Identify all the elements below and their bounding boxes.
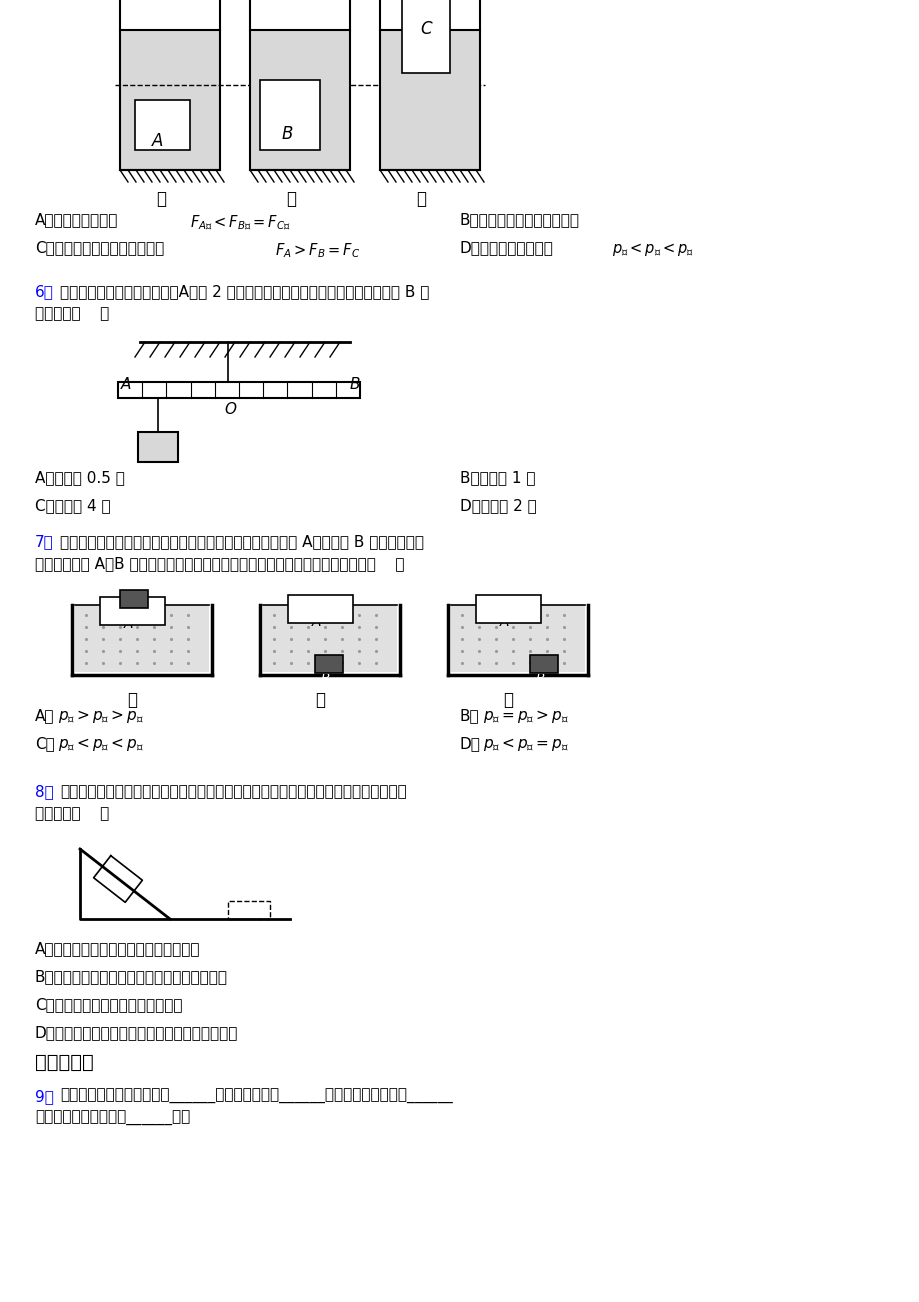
Text: A: A (312, 615, 321, 629)
Text: 如图所示为等刻度轻质杠杆，A处挂 2 牛的物体，若使杠杆在水平位置平衡，则在 B 处: 如图所示为等刻度轻质杠杆，A处挂 2 牛的物体，若使杠杆在水平位置平衡，则在 B… (60, 284, 429, 299)
Text: $p_{甲}<p_{乙}<p_{丙}$: $p_{甲}<p_{乙}<p_{丙}$ (58, 736, 143, 753)
Text: 甲: 甲 (156, 190, 165, 208)
Bar (314, 655, 343, 673)
Text: 如图所示，此仪器的名称是______，它是用来测量______的仪器，它的量程为______: 如图所示，此仪器的名称是______，它是用来测量______的仪器，它的量程为… (60, 1088, 452, 1104)
Text: 乙: 乙 (286, 190, 296, 208)
Text: C．一定为 4 牛: C．一定为 4 牛 (35, 497, 110, 513)
Bar (450, 605, 584, 672)
Text: B: B (322, 668, 330, 681)
Bar (118, 381, 359, 398)
Text: B: B (127, 603, 135, 616)
Text: A: A (121, 378, 131, 392)
Text: 如图所示，在三个相同的容器中装有质量相同的水，将木块 A、金属块 B 按不同的方式: 如图所示，在三个相同的容器中装有质量相同的水，将木块 A、金属块 B 按不同的方… (60, 534, 424, 549)
Text: 如图，木块从斜面上匀速滑下，最后停止在由相同材料制成的水平桌面上。下列说法中: 如图，木块从斜面上匀速滑下，最后停止在由相同材料制成的水平桌面上。下列说法中 (60, 784, 406, 799)
Text: B．丙烧杯中液体的密度最大: B．丙烧杯中液体的密度最大 (460, 212, 579, 227)
Text: $p_{甲}<p_{乙}=p_{丙}$: $p_{甲}<p_{乙}=p_{丙}$ (482, 736, 568, 753)
Text: 二、填空题: 二、填空题 (35, 1053, 94, 1072)
Text: A．物体受到的浮力: A．物体受到的浮力 (35, 212, 119, 227)
Text: 7．: 7． (35, 534, 53, 549)
Text: D．木块在整个运动过程中受到的摩擦力大小相等: D．木块在整个运动过程中受到的摩擦力大小相等 (35, 1025, 238, 1040)
Text: B: B (349, 378, 360, 392)
Text: B．一定为 1 牛: B．一定为 1 牛 (460, 470, 535, 486)
Text: C: C (420, 20, 431, 38)
Text: $F_{A浮}$$<$$F_{B浮}$$=$$F_{C浮}$: $F_{A浮}$$<$$F_{B浮}$$=$$F_{C浮}$ (190, 214, 290, 232)
Text: 9．: 9． (35, 1088, 54, 1104)
Text: 乙: 乙 (314, 691, 324, 710)
Text: 丙: 丙 (415, 190, 425, 208)
Bar (402, 0, 449, 73)
Text: C．木块匀速下滑时受到的是平衡力: C．木块匀速下滑时受到的是平衡力 (35, 997, 182, 1012)
Text: C．: C． (35, 736, 55, 751)
Text: 甲: 甲 (127, 691, 137, 710)
Bar (380, 30, 480, 171)
Text: B．木块能够沿斜面下滑是因为受到惯性的作用: B．木块能够沿斜面下滑是因为受到惯性的作用 (35, 969, 228, 984)
Text: A: A (124, 617, 133, 631)
Text: D．: D． (460, 736, 481, 751)
Text: B: B (537, 668, 545, 681)
Bar (100, 598, 165, 625)
Bar (529, 655, 558, 673)
Bar (260, 79, 320, 150)
Text: A: A (499, 615, 509, 629)
Text: B．: B． (460, 708, 479, 723)
Text: C．物体下表面受到液体的压力: C．物体下表面受到液体的压力 (35, 240, 165, 255)
Text: 8．: 8． (35, 784, 53, 799)
Bar (263, 605, 397, 672)
Text: $p_{甲}>p_{乙}>p_{丙}$: $p_{甲}>p_{乙}>p_{丙}$ (58, 708, 143, 725)
Text: 丙: 丙 (503, 691, 513, 710)
Text: B: B (282, 125, 293, 143)
Text: A．可能为 0.5 牛: A．可能为 0.5 牛 (35, 470, 125, 486)
Text: 6．: 6． (35, 284, 54, 299)
Text: $p_{甲}=p_{乙}>p_{丙}$: $p_{甲}=p_{乙}>p_{丙}$ (482, 708, 568, 725)
Bar (475, 595, 540, 622)
Bar (228, 901, 269, 919)
Text: D．烧杯对桌面的压强: D．烧杯对桌面的压强 (460, 240, 553, 255)
Text: A．木块匀速下滑时重力势能转化为动能: A．木块匀速下滑时重力势能转化为动能 (35, 941, 200, 956)
Text: $p_{甲}$$<$$p_{乙}$$<$$p_{丙}$: $p_{甲}$$<$$p_{乙}$$<$$p_{丙}$ (611, 241, 694, 258)
Text: D．可能为 2 牛: D．可能为 2 牛 (460, 497, 536, 513)
Bar (119, 30, 220, 171)
Text: $F_A$$>$$F_B$$=$$F_C$: $F_A$$>$$F_B$$=$$F_C$ (275, 241, 360, 259)
Text: A．: A． (35, 708, 54, 723)
Bar (135, 100, 190, 150)
Bar (250, 30, 349, 171)
Bar (119, 590, 148, 608)
Text: 施加的力（    ）: 施加的力（ ） (35, 306, 109, 322)
Bar (138, 432, 177, 462)
Text: 牛，指针所指的示数为______牛。: 牛，指针所指的示数为______牛。 (35, 1111, 190, 1126)
Text: 正确的是（    ）: 正确的是（ ） (35, 806, 109, 822)
Text: O: O (223, 402, 236, 417)
Text: A: A (152, 132, 164, 150)
Bar (75, 605, 209, 672)
Text: 放入水中，待 A、B 静止时，三个容器的底部所受的水的压强相比较，正确的是（    ）: 放入水中，待 A、B 静止时，三个容器的底部所受的水的压强相比较，正确的是（ ） (35, 556, 404, 572)
Bar (288, 595, 353, 622)
